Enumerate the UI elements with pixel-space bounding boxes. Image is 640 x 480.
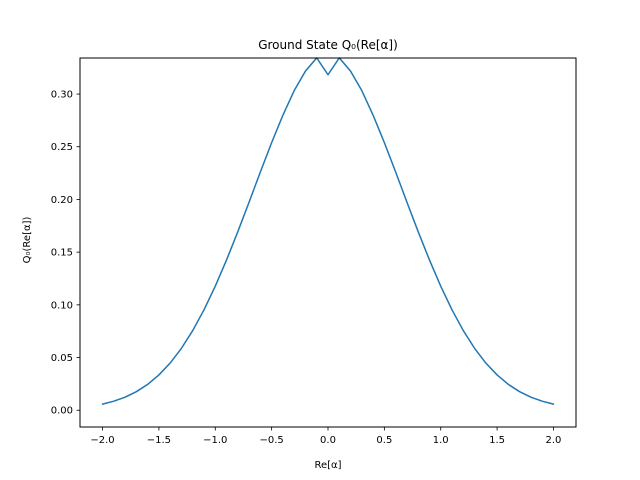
x-tick-label: 1.0 — [433, 435, 449, 446]
y-tick-label: 0.05 — [51, 353, 73, 364]
x-tick-label: −0.5 — [259, 435, 283, 446]
y-tick-label: 0.20 — [51, 195, 73, 206]
x-tick-label: 0.0 — [320, 435, 336, 446]
y-tick-label: 0.25 — [51, 142, 73, 153]
y-tick-label: 0.10 — [51, 300, 73, 311]
x-tick-label: −2.0 — [90, 435, 114, 446]
chart-title: Ground State Q₀(Re[α]) — [258, 38, 398, 52]
y-tick-label: 0.30 — [51, 90, 73, 101]
y-axis: 0.00 0.05 0.10 0.15 0.20 0.25 0.30 — [51, 90, 80, 417]
x-axis: −2.0 −1.5 −1.0 −0.5 0.0 0.5 1.0 1.5 2.0 — [90, 427, 561, 446]
x-tick-label: −1.5 — [147, 435, 171, 446]
x-tick-label: 1.5 — [489, 435, 505, 446]
y-axis-label: Q₀(Re[α]) — [22, 217, 33, 264]
axes-frame — [79, 57, 577, 428]
y-tick-label: 0.00 — [51, 406, 73, 417]
series-line — [101, 57, 555, 405]
plot-area — [101, 57, 555, 405]
x-tick-label: 0.5 — [376, 435, 392, 446]
x-tick-label: 2.0 — [546, 435, 562, 446]
x-axis-label: Re[α] — [314, 460, 341, 471]
x-tick-label: −1.0 — [203, 435, 227, 446]
y-tick-label: 0.15 — [51, 248, 73, 259]
